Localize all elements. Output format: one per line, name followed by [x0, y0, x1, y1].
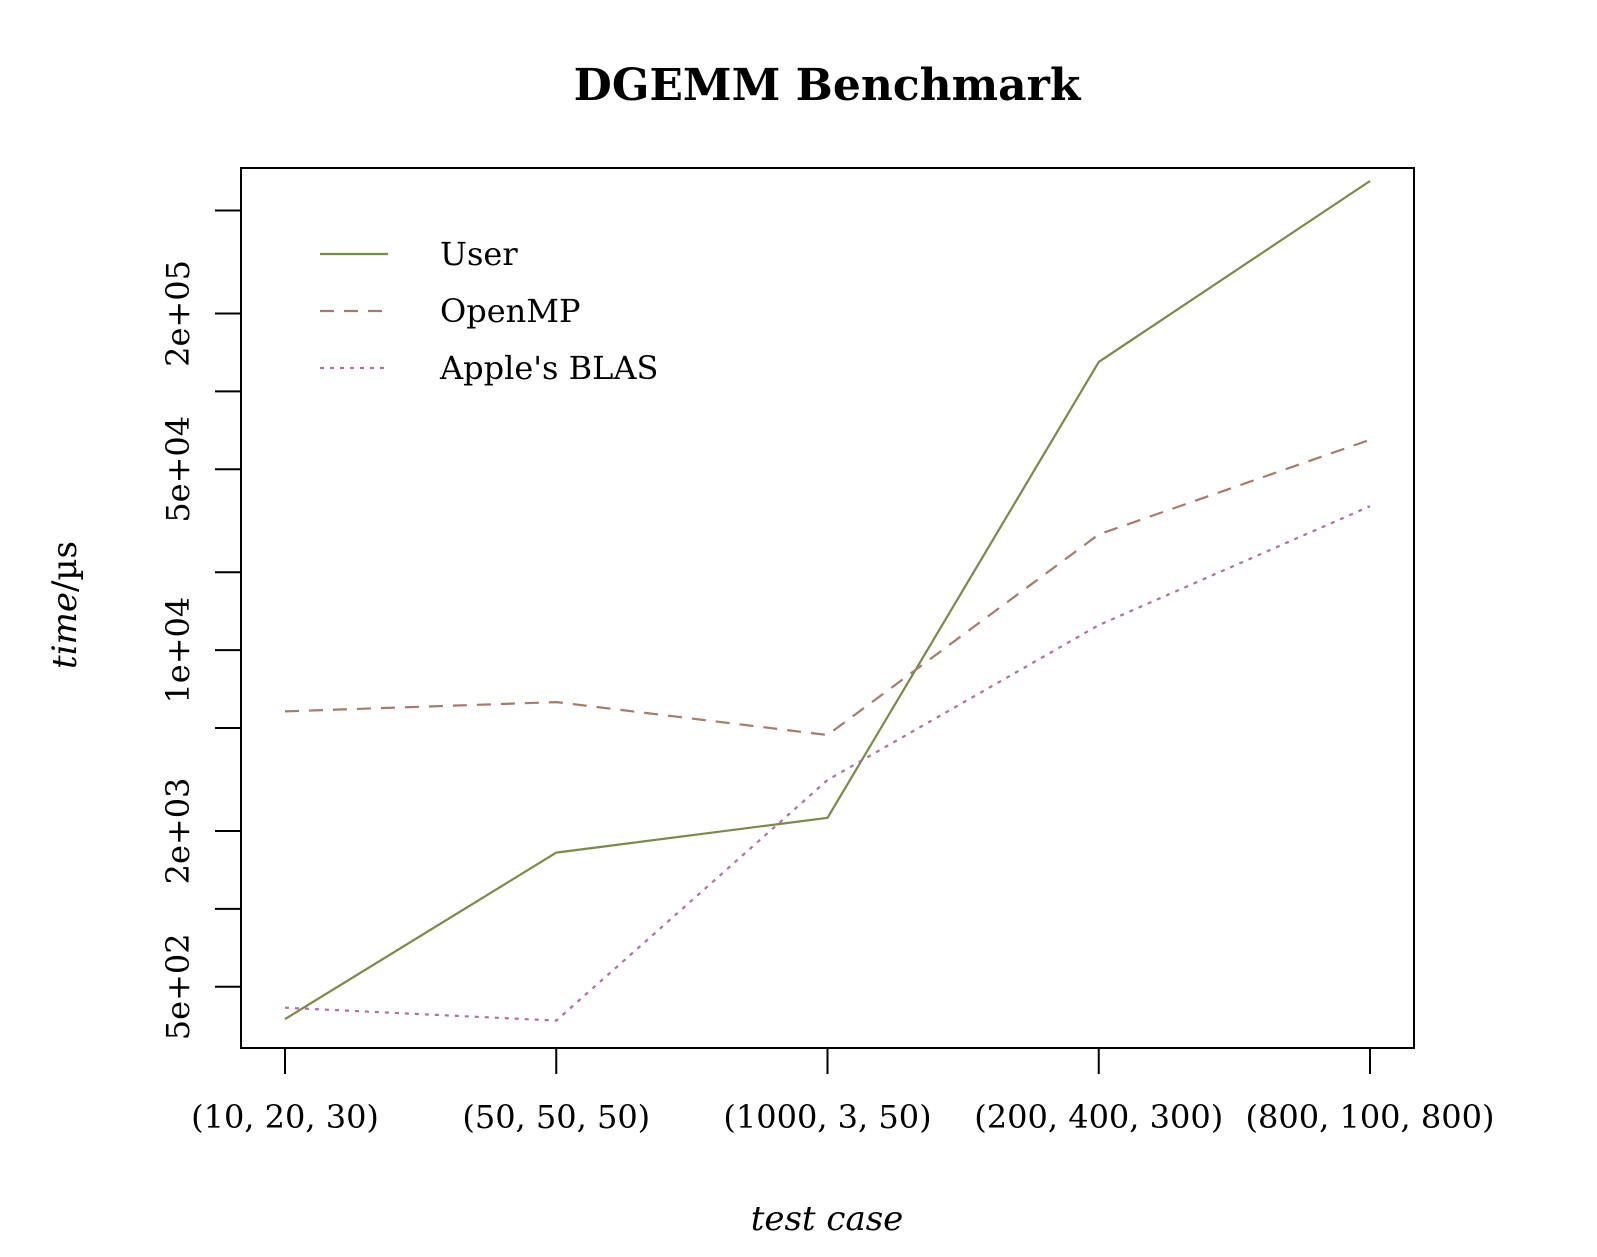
y-tick-label: 2e+03: [159, 778, 197, 885]
series-line-apple-s-blas: [284, 505, 1371, 1022]
series-line-user: [284, 180, 1371, 1021]
y-axis-label: time/µs: [45, 541, 85, 669]
y-tick-label: 2e+05: [159, 260, 197, 367]
y-tick-label: 5e+04: [159, 416, 197, 523]
y-axis-label-unit: /µs: [45, 541, 85, 592]
x-axis-label: test case: [751, 1199, 904, 1239]
x-tick-label: (50, 50, 50): [462, 1098, 650, 1136]
legend-label: OpenMP: [440, 292, 581, 330]
chart-title: DGEMM Benchmark: [574, 60, 1082, 111]
x-tick-label: (800, 100, 800): [1246, 1098, 1495, 1136]
plot-frame: [240, 167, 1415, 1049]
series-line-openmp: [284, 438, 1371, 737]
series-lines: [284, 180, 1371, 1022]
x-tick-label: (10, 20, 30): [191, 1098, 379, 1136]
x-tick-label: (200, 400, 300): [974, 1098, 1223, 1136]
legend-label: User: [440, 235, 518, 273]
y-axis: 5e+02 2e+03 1e+04 5e+04 2e+05: [159, 209, 241, 1040]
y-tick-label: 5e+02: [159, 933, 197, 1040]
y-tick-label: 1e+04: [159, 597, 197, 704]
y-axis-label-quantity: time: [45, 592, 85, 669]
legend: User OpenMP Apple's BLAS: [320, 235, 658, 387]
legend-label: Apple's BLAS: [439, 349, 658, 387]
x-axis: (10, 20, 30) (50, 50, 50) (1000, 3, 50) (20…: [191, 1048, 1494, 1136]
x-tick-label: (1000, 3, 50): [723, 1098, 931, 1136]
